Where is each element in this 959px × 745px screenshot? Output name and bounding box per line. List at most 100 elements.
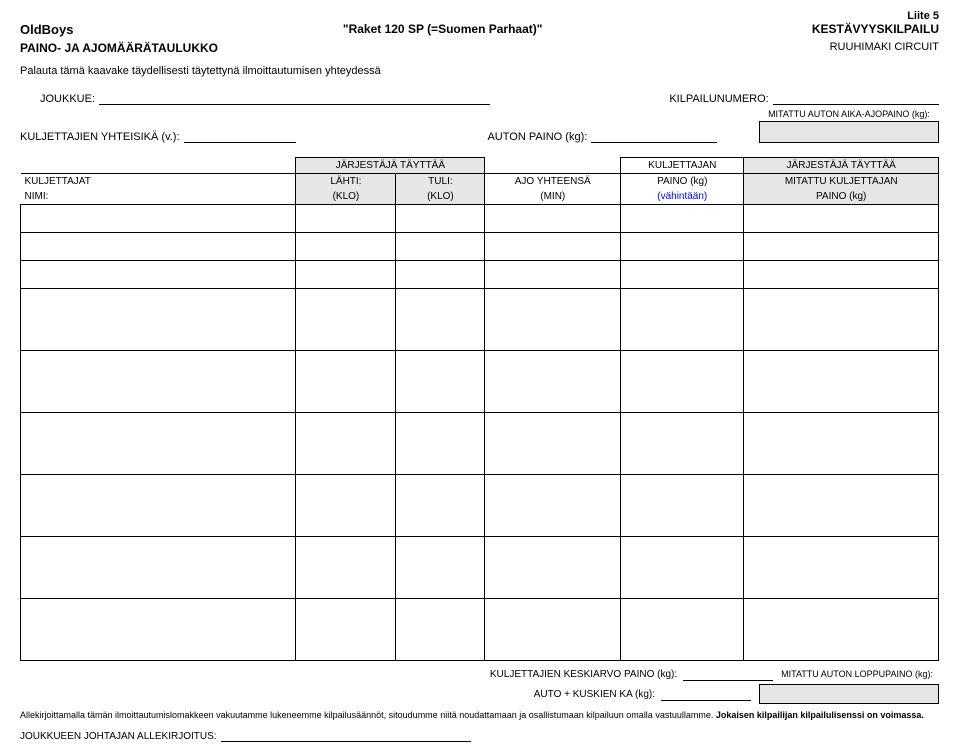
cell-arrived[interactable]	[396, 599, 485, 661]
header-weight-kg-2: PAINO (kg)	[744, 189, 939, 205]
cell-measured[interactable]	[744, 475, 939, 537]
header-driver-weight-top: KULJETTAJAN	[621, 158, 744, 174]
header-measured-driver: MITATTU KULJETTAJAN	[744, 174, 939, 190]
measured-weight-row: MITATTU AUTON AIKA-AJOPAINO (kg):	[20, 109, 939, 119]
cell-weight[interactable]	[621, 351, 744, 413]
header-left: OldBoys	[20, 22, 73, 37]
cell-total[interactable]	[485, 261, 621, 289]
cell-total[interactable]	[485, 537, 621, 599]
cell-name[interactable]	[21, 351, 296, 413]
combined-age-input-line[interactable]	[184, 129, 296, 143]
cell-measured[interactable]	[744, 261, 939, 289]
cell-arrived[interactable]	[396, 233, 485, 261]
cell-weight[interactable]	[621, 261, 744, 289]
table-row	[21, 599, 939, 661]
cell-total[interactable]	[485, 413, 621, 475]
car-weight-input-line[interactable]	[591, 129, 717, 143]
cell-measured[interactable]	[744, 289, 939, 351]
cell-departed[interactable]	[296, 351, 396, 413]
header-right: KESTÄVYYSKILPAILU	[812, 22, 939, 36]
table-row	[21, 205, 939, 233]
header-klo-2: (KLO)	[396, 189, 485, 205]
cell-total[interactable]	[485, 599, 621, 661]
cell-name[interactable]	[21, 205, 296, 233]
cell-name[interactable]	[21, 413, 296, 475]
cell-total[interactable]	[485, 205, 621, 233]
cell-weight[interactable]	[621, 599, 744, 661]
footer-section: KULJETTAJIEN KESKIARVO PAINO (kg): MITAT…	[20, 664, 939, 742]
cell-total[interactable]	[485, 233, 621, 261]
cell-total[interactable]	[485, 475, 621, 537]
cell-departed[interactable]	[296, 475, 396, 537]
measured-weight-grey-box[interactable]	[759, 121, 939, 143]
header-drivers: KULJETTAJAT	[21, 174, 296, 190]
competition-number-label: KILPAILUNUMERO:	[669, 93, 768, 105]
subtitle-left: PAINO- JA AJOMÄÄRÄTAULUKKO	[20, 41, 218, 55]
combined-age-field: KULJETTAJIEN YHTEISIKÄ (v.):	[20, 129, 296, 143]
signature-label: JOUKKUEEN JOHTAJAN ALLEKIRJOITUS:	[20, 731, 217, 742]
end-weight-grey-box[interactable]	[759, 684, 939, 704]
avg-weight-label: KULJETTAJIEN KESKIARVO PAINO (kg):	[490, 669, 677, 680]
disclaimer-normal: Allekirjoittamalla tämän ilmoittautumisl…	[20, 710, 716, 720]
cell-departed[interactable]	[296, 233, 396, 261]
auto-kuskien-row: AUTO + KUSKIEN KA (kg):	[20, 684, 939, 704]
cell-arrived[interactable]	[396, 261, 485, 289]
avg-weight-input-line[interactable]	[683, 667, 773, 681]
cell-weight[interactable]	[621, 289, 744, 351]
cell-arrived[interactable]	[396, 205, 485, 233]
instruction-text: Palauta tämä kaavake täydellisesti täyte…	[20, 65, 939, 77]
cell-departed[interactable]	[296, 205, 396, 233]
car-weight-field: AUTON PAINO (kg):	[487, 129, 717, 143]
cell-name[interactable]	[21, 475, 296, 537]
cell-departed[interactable]	[296, 289, 396, 351]
signature-input-line[interactable]	[221, 728, 471, 742]
table-header-row-3: NIMI: (KLO) (KLO) (MIN) (vähintään) PAIN…	[21, 189, 939, 205]
cell-arrived[interactable]	[396, 413, 485, 475]
table-row	[21, 261, 939, 289]
age-weight-row: KULJETTAJIEN YHTEISIKÄ (v.): AUTON PAINO…	[20, 121, 939, 143]
cell-measured[interactable]	[744, 413, 939, 475]
table-row	[21, 289, 939, 351]
cell-departed[interactable]	[296, 261, 396, 289]
header-departed: LÄHTI:	[296, 174, 396, 190]
cell-total[interactable]	[485, 289, 621, 351]
header-row: OldBoys "Raket 120 SP (=Suomen Parhaat)"…	[20, 22, 939, 37]
header-center: "Raket 120 SP (=Suomen Parhaat)"	[343, 22, 543, 36]
auto-kuskien-input-line[interactable]	[661, 687, 751, 701]
signature-row: JOUKKUEEN JOHTAJAN ALLEKIRJOITUS:	[20, 728, 939, 742]
measured-weight-box	[759, 121, 939, 143]
team-input-line[interactable]	[99, 91, 489, 105]
cell-name[interactable]	[21, 289, 296, 351]
cell-measured[interactable]	[744, 537, 939, 599]
cell-measured[interactable]	[744, 233, 939, 261]
cell-arrived[interactable]	[396, 475, 485, 537]
cell-departed[interactable]	[296, 599, 396, 661]
cell-measured[interactable]	[744, 599, 939, 661]
cell-name[interactable]	[21, 261, 296, 289]
cell-measured[interactable]	[744, 205, 939, 233]
table-row	[21, 475, 939, 537]
cell-weight[interactable]	[621, 475, 744, 537]
header-organizer-2: JÄRJESTÄJÄ TÄYTTÄÄ	[744, 158, 939, 174]
cell-name[interactable]	[21, 233, 296, 261]
competition-number-field: KILPAILUNUMERO:	[669, 91, 939, 105]
cell-name[interactable]	[21, 599, 296, 661]
cell-arrived[interactable]	[396, 289, 485, 351]
cell-weight[interactable]	[621, 233, 744, 261]
cell-weight[interactable]	[621, 537, 744, 599]
header-minimum: (vähintään)	[621, 189, 744, 205]
cell-weight[interactable]	[621, 205, 744, 233]
header-name: NIMI:	[21, 189, 296, 205]
cell-name[interactable]	[21, 537, 296, 599]
cell-arrived[interactable]	[396, 537, 485, 599]
avg-weight-row: KULJETTAJIEN KESKIARVO PAINO (kg): MITAT…	[20, 664, 939, 684]
cell-arrived[interactable]	[396, 351, 485, 413]
cell-total[interactable]	[485, 351, 621, 413]
cell-weight[interactable]	[621, 413, 744, 475]
competition-number-input-line[interactable]	[773, 91, 939, 105]
cell-measured[interactable]	[744, 351, 939, 413]
table-header-row-2: KULJETTAJAT LÄHTI: TULI: AJO YHTEENSÄ PA…	[21, 174, 939, 190]
cell-departed[interactable]	[296, 413, 396, 475]
table-body	[21, 205, 939, 661]
cell-departed[interactable]	[296, 537, 396, 599]
